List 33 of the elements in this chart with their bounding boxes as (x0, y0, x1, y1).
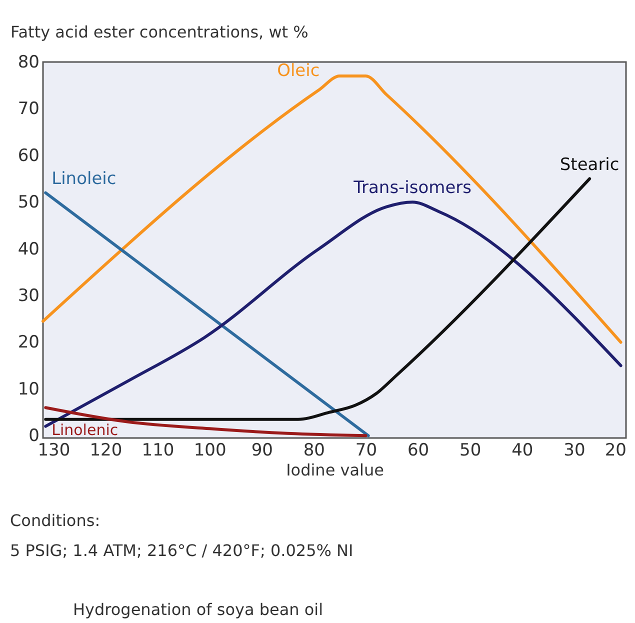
y-tick-label: 80 (18, 52, 40, 72)
y-tick-label: 40 (18, 239, 40, 260)
series-label: Stearic (560, 154, 620, 175)
x-axis-title: Iodine value (286, 460, 384, 480)
text: Hydrogenation of soya bean oil (73, 600, 324, 619)
series-label: Trans-isomers (352, 178, 472, 198)
y-axis-title: Fatty acid ester concentrations, wt % (10, 22, 308, 42)
series-label: Linolenic (52, 421, 118, 439)
x-tick-label: 30 (564, 440, 586, 460)
x-tick-label: 130 (38, 440, 70, 460)
x-tick-label: 40 (512, 440, 534, 460)
y-tick-label: 70 (18, 99, 40, 120)
x-tick-label: 110 (142, 440, 174, 460)
y-tick-label: 60 (18, 146, 40, 166)
x-tick-label: 70 (355, 440, 378, 460)
x-tick-label: 90 (251, 440, 273, 460)
text: 5 PSIG; 1.4 ATM; 216°C / 420°F; 0.025% NI (10, 541, 354, 560)
text: Conditions: (10, 511, 100, 530)
x-tick-label: 60 (407, 440, 430, 460)
y-tick-label: 30 (18, 286, 40, 306)
x-tick-label: 20 (604, 440, 626, 460)
line-series (42, 74, 622, 344)
y-tick-label: 50 (18, 192, 40, 213)
series-label: Oleic (277, 61, 320, 82)
y-tick-label: 20 (18, 332, 40, 353)
y-tick-label: 10 (18, 379, 40, 400)
y-tick-label: 0 (28, 426, 40, 446)
x-tick-label: 100 (194, 440, 226, 460)
line-series (44, 406, 368, 438)
series-label: Linoleic (52, 168, 116, 189)
x-tick-label: 120 (90, 440, 122, 460)
x-tick-label: 50 (460, 440, 482, 460)
x-tick-label: 80 (303, 440, 325, 460)
